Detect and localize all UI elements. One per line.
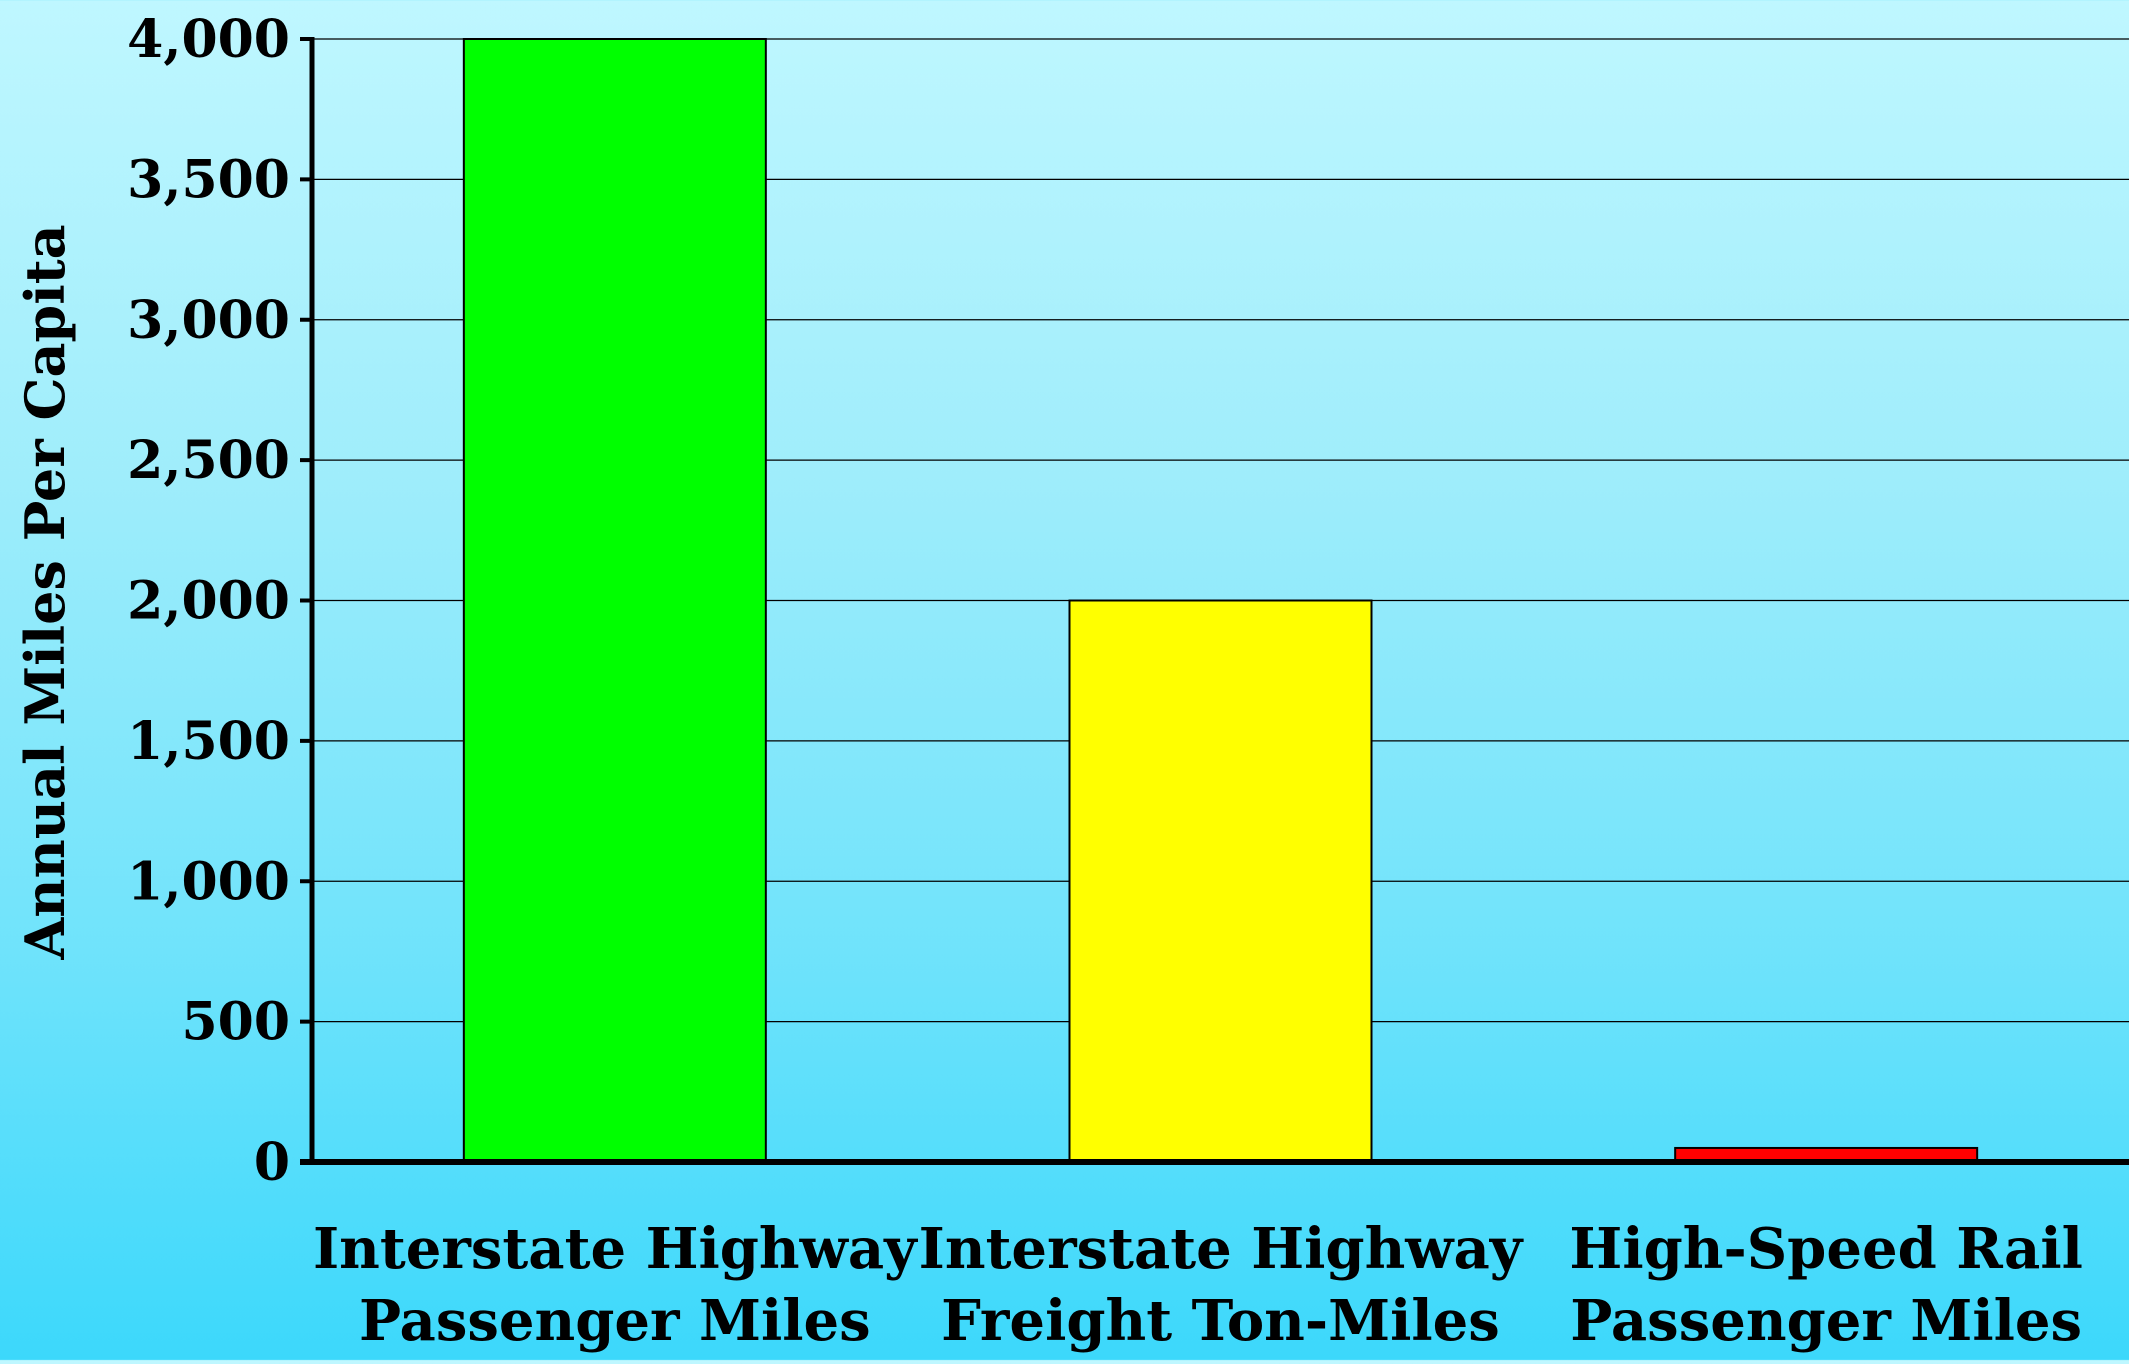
bar (462, 38, 767, 1163)
y-tick-label: 2,500 (127, 430, 290, 491)
x-category-label: High-Speed Rail Passenger Miles (1569, 1216, 2082, 1354)
y-tick-label: 500 (181, 992, 290, 1053)
y-axis-label: Annual Miles Per Capita (13, 224, 77, 960)
y-tick-label: 3,000 (127, 290, 290, 351)
y-tick-label: 2,000 (127, 571, 290, 632)
x-category-label-line: Interstate Highway (919, 1216, 1524, 1282)
x-category-labels: Interstate Highway Passenger MilesInterst… (313, 1216, 2083, 1354)
x-category-label-line: Freight Ton-Miles (941, 1288, 1500, 1354)
y-tick-label: 4,000 (127, 9, 290, 70)
y-tick-labels: 0 500 1,000 1,500 2,000 2,500 3,000 3,500 4,000 (127, 9, 290, 1193)
x-category-label-line: Passenger Miles (1570, 1288, 2082, 1354)
y-tick-label: 1,000 (127, 851, 290, 912)
y-tick-label: 0 (254, 1132, 290, 1193)
axes (300, 37, 2129, 1165)
y-tick-label: 3,500 (127, 149, 290, 210)
y-tick-label: 1,500 (127, 711, 290, 772)
x-category-label-line: Passenger Miles (359, 1288, 871, 1354)
bars (462, 38, 1979, 1164)
x-category-label-line: Interstate Highway (313, 1216, 918, 1282)
x-category-label-line: High-Speed Rail (1569, 1216, 2082, 1282)
bar (1068, 599, 1373, 1163)
x-category-label: Interstate Highway Passenger Miles (313, 1216, 918, 1354)
x-category-label: Interstate Highway Freight Ton-Miles (919, 1216, 1524, 1354)
